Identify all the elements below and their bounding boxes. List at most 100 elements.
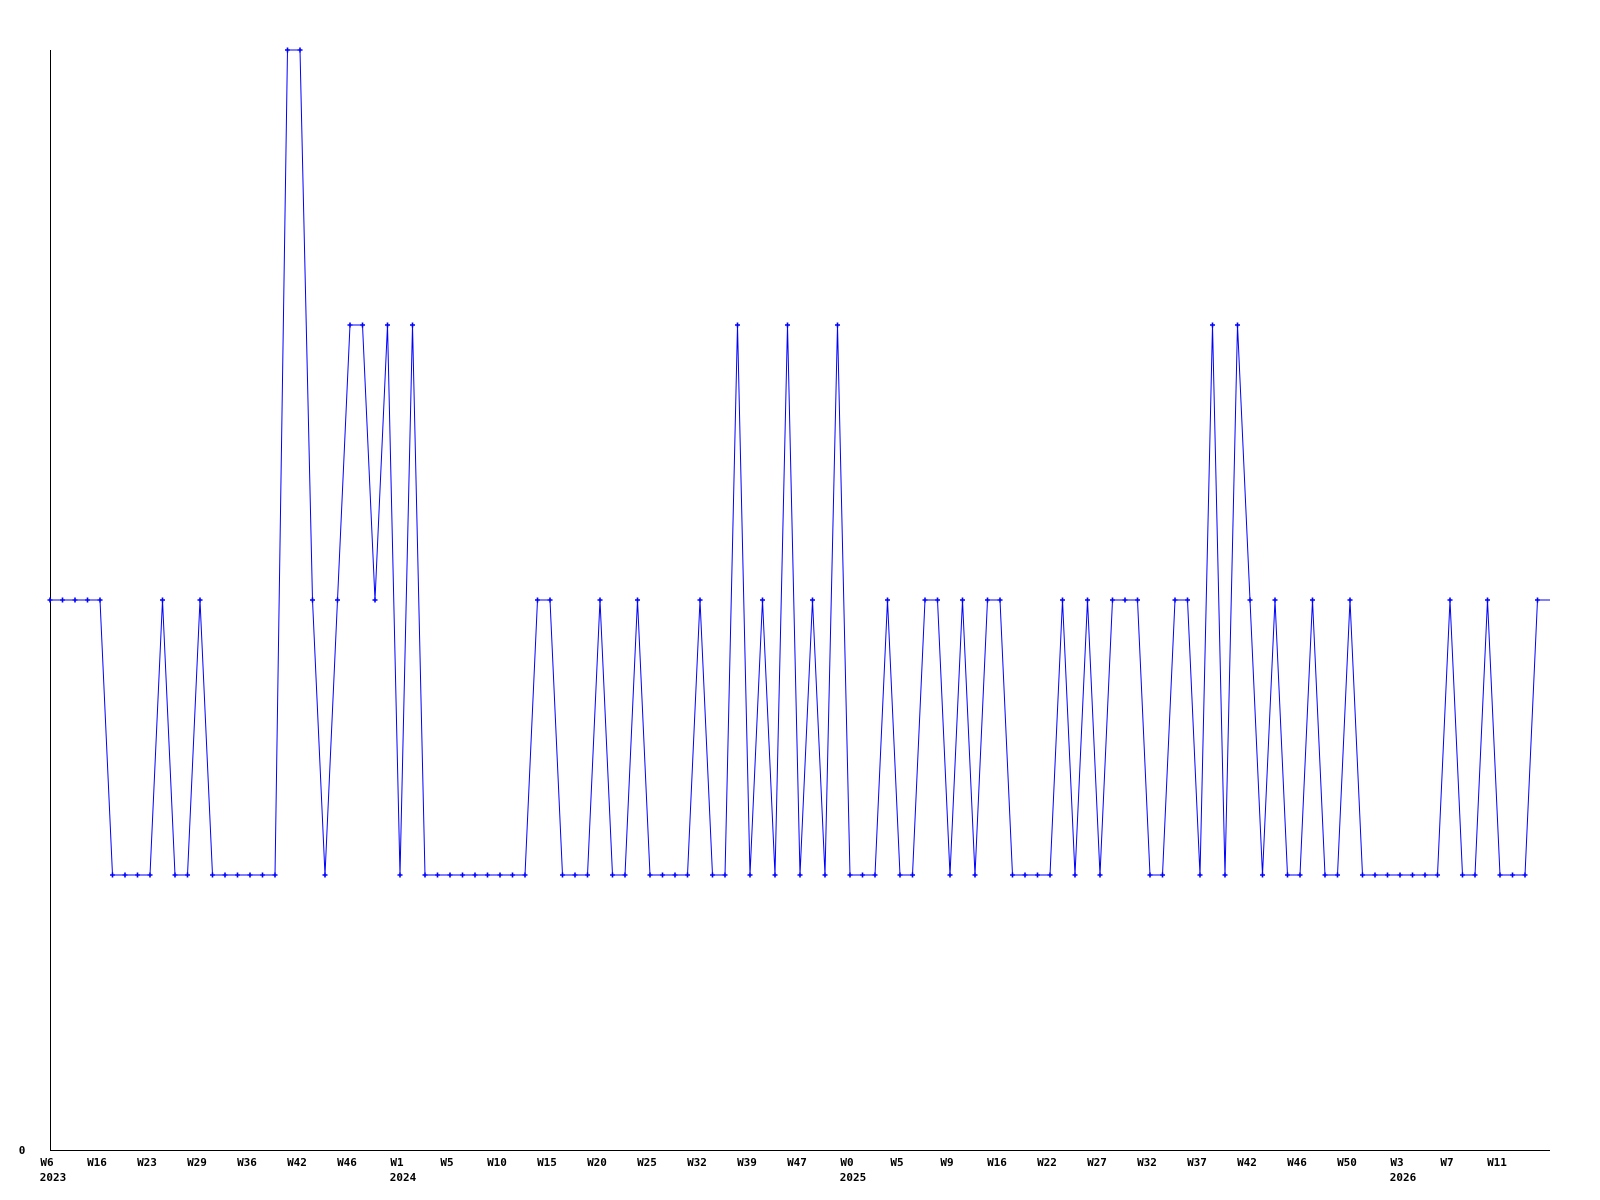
data-point bbox=[947, 872, 953, 878]
x-tick-label: W7 bbox=[1440, 1156, 1453, 1169]
data-point bbox=[910, 872, 915, 878]
data-point bbox=[297, 47, 303, 53]
x-tick-label: W1 bbox=[390, 1156, 404, 1169]
data-point bbox=[772, 872, 778, 878]
data-point bbox=[1310, 597, 1315, 603]
data-point bbox=[647, 872, 653, 878]
data-point bbox=[747, 872, 753, 878]
data-point bbox=[1397, 872, 1403, 878]
data-point bbox=[1235, 322, 1240, 328]
x-tick-label: W20 bbox=[587, 1156, 607, 1169]
x-tick-label: W23 bbox=[137, 1156, 157, 1169]
data-point bbox=[1260, 872, 1265, 878]
data-point bbox=[260, 872, 265, 878]
data-point bbox=[835, 322, 840, 328]
data-point bbox=[785, 322, 790, 328]
data-point bbox=[1322, 872, 1328, 878]
data-point bbox=[972, 872, 978, 878]
data-point bbox=[572, 872, 578, 878]
data-point bbox=[622, 872, 628, 878]
x-year-label: 2023 bbox=[40, 1171, 67, 1184]
data-point bbox=[272, 872, 278, 878]
data-point bbox=[247, 872, 253, 878]
data-point bbox=[1535, 597, 1540, 603]
x-tick-label: W36 bbox=[237, 1156, 257, 1169]
data-point bbox=[385, 322, 390, 328]
data-point bbox=[710, 872, 715, 878]
x-tick-label: W15 bbox=[537, 1156, 557, 1169]
data-point bbox=[872, 872, 878, 878]
data-point bbox=[535, 597, 540, 603]
x-tick-label: W50 bbox=[1337, 1156, 1357, 1169]
data-point bbox=[797, 872, 803, 878]
data-point bbox=[1010, 872, 1015, 878]
x-tick-label: W25 bbox=[637, 1156, 657, 1169]
x-year-label: 2026 bbox=[1390, 1171, 1417, 1184]
data-point bbox=[672, 872, 678, 878]
data-point bbox=[360, 322, 365, 328]
x-tick-label: W39 bbox=[737, 1156, 757, 1169]
data-point bbox=[735, 322, 740, 328]
data-point bbox=[1135, 597, 1140, 603]
data-point bbox=[335, 597, 340, 603]
data-point bbox=[585, 872, 590, 878]
data-point bbox=[1197, 872, 1203, 878]
x-tick-label: W46 bbox=[337, 1156, 357, 1169]
data-point bbox=[1410, 872, 1415, 878]
data-point bbox=[635, 597, 640, 603]
data-point bbox=[560, 872, 565, 878]
data-point bbox=[72, 597, 78, 603]
data-point bbox=[1110, 597, 1115, 603]
data-point bbox=[847, 872, 853, 878]
x-tick-labels: W6 2023 W16 W23 W29 W36 W42 W46 W1 2024 W5 W10 W15 W2… bbox=[40, 1156, 1508, 1184]
x-tick-label: W5 bbox=[440, 1156, 453, 1169]
data-point bbox=[147, 872, 153, 878]
x-tick-label: W0 bbox=[840, 1156, 853, 1169]
y-tick-label: 0 bbox=[19, 1144, 26, 1157]
data-point bbox=[172, 872, 178, 878]
data-point bbox=[822, 872, 828, 878]
data-point bbox=[1447, 597, 1453, 603]
data-point bbox=[1072, 872, 1078, 878]
data-point bbox=[497, 872, 503, 878]
data-point bbox=[197, 597, 203, 603]
data-point bbox=[122, 872, 128, 878]
data-point bbox=[697, 597, 703, 603]
data-point bbox=[210, 872, 215, 878]
data-point bbox=[60, 597, 65, 603]
x-tick-label: W47 bbox=[787, 1156, 807, 1169]
data-point bbox=[110, 872, 115, 878]
data-point bbox=[85, 597, 90, 603]
x-tick-label: W32 bbox=[1137, 1156, 1157, 1169]
data-point bbox=[1272, 597, 1278, 603]
data-point bbox=[985, 597, 990, 603]
data-point bbox=[322, 872, 328, 878]
x-tick-label: W3 bbox=[1390, 1156, 1403, 1169]
data-point bbox=[1472, 872, 1478, 878]
x-tick-label: W11 bbox=[1487, 1156, 1507, 1169]
x-tick-label: W29 bbox=[187, 1156, 207, 1169]
data-point bbox=[1022, 872, 1028, 878]
data-point bbox=[97, 597, 103, 603]
data-point bbox=[997, 597, 1003, 603]
data-point bbox=[885, 597, 890, 603]
x-tick-label: W16 bbox=[987, 1156, 1007, 1169]
data-point bbox=[1422, 872, 1428, 878]
data-point bbox=[1210, 322, 1215, 328]
data-point bbox=[47, 597, 53, 603]
data-point bbox=[1510, 872, 1515, 878]
x-tick-label: W46 bbox=[1287, 1156, 1307, 1169]
x-tick-label: W10 bbox=[487, 1156, 507, 1169]
data-point bbox=[1360, 872, 1365, 878]
data-point bbox=[1460, 872, 1465, 878]
x-tick-label: W42 bbox=[1237, 1156, 1257, 1169]
data-point bbox=[1522, 872, 1528, 878]
data-point bbox=[435, 872, 440, 878]
data-point bbox=[1372, 872, 1378, 878]
data-point bbox=[1247, 597, 1253, 603]
data-point bbox=[222, 872, 228, 878]
data-point bbox=[722, 872, 728, 878]
data-point bbox=[960, 597, 965, 603]
data-point bbox=[1347, 597, 1353, 603]
data-point bbox=[1297, 872, 1303, 878]
